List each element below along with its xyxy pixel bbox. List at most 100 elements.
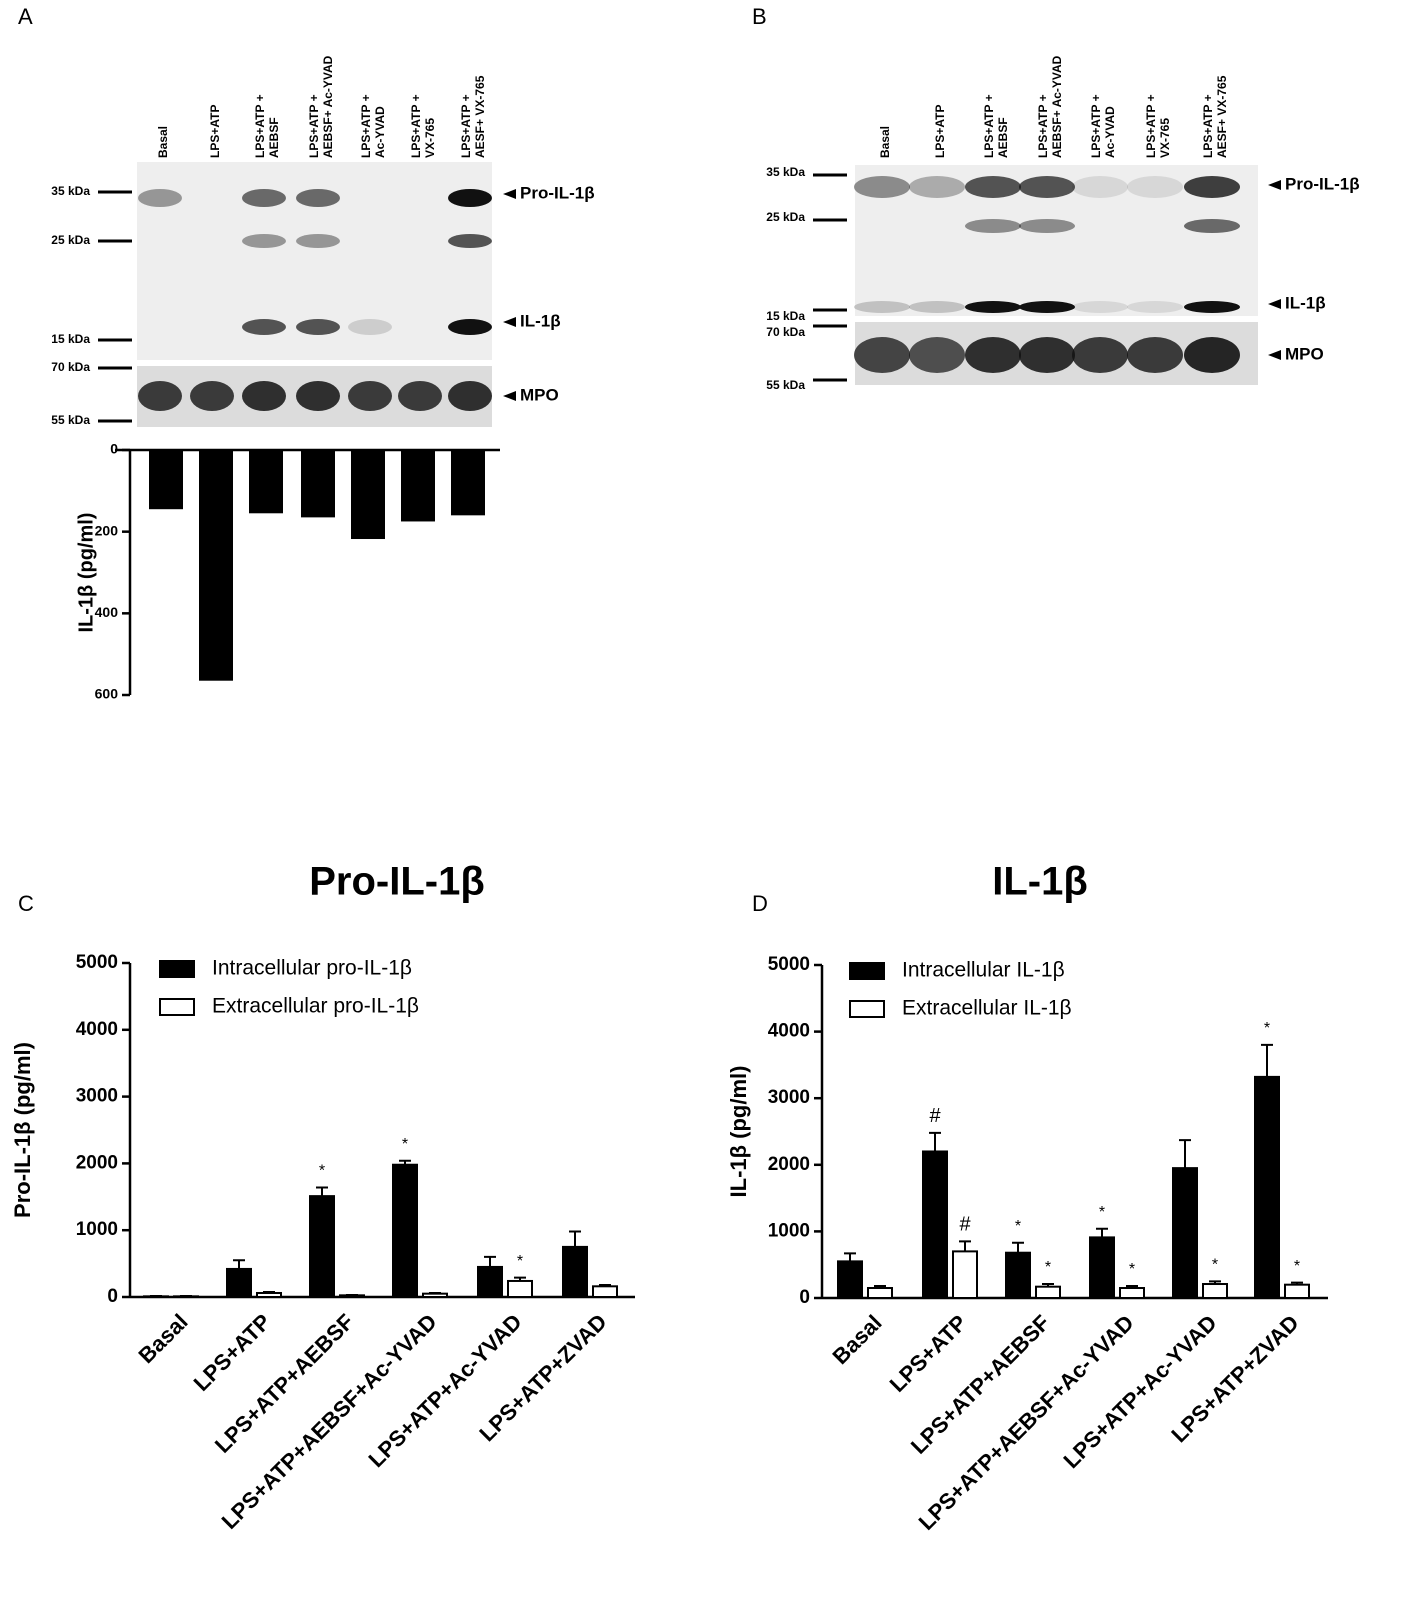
legend-label: Intracellular pro-IL-1β: [212, 957, 412, 980]
error-bar: [316, 1186, 328, 1197]
lane-label: AEBSF: [267, 117, 281, 158]
legend-label: Intracellular IL-1β: [902, 959, 1065, 982]
bar: [477, 1265, 503, 1298]
blot-band: [1019, 176, 1075, 198]
significance-mark: #: [959, 1214, 971, 1236]
significance-mark: #: [929, 1105, 941, 1127]
blot-band: [296, 234, 340, 248]
blot-band: [448, 381, 492, 411]
band-label: IL-1β: [520, 311, 561, 330]
lane-label: LPS+ATP +: [307, 94, 321, 158]
y-tick-label: 1000: [768, 1220, 810, 1241]
blot-band: [190, 381, 234, 411]
blot-band: [1184, 301, 1240, 313]
bar: [1202, 1283, 1228, 1300]
y-tick-label: 0: [799, 1287, 810, 1308]
blot-band: [965, 337, 1021, 373]
lane-label: LPS+ATP: [933, 105, 947, 158]
error-bar: [1261, 1043, 1273, 1077]
bar: [1005, 1251, 1031, 1300]
x-tick-label: LPS+ATP: [885, 1310, 972, 1397]
bar: [922, 1150, 948, 1299]
y-tick-label: 1000: [76, 1219, 118, 1240]
lane-label: LPS+ATP +: [1089, 94, 1103, 158]
bar: [199, 450, 233, 681]
significance-mark: *: [1129, 1261, 1135, 1278]
band-label: Pro-IL-1β: [520, 183, 595, 202]
bar: [149, 450, 183, 510]
significance-mark: *: [517, 1253, 523, 1270]
band-label: Pro-IL-1β: [1285, 174, 1360, 193]
lane-label: AEBSF+ Ac-YVAD: [1050, 55, 1064, 158]
marker-label: 55 kDa: [766, 378, 805, 392]
legend-swatch: [159, 960, 195, 978]
bar: [592, 1285, 618, 1299]
lane-label: LPS+ATP +: [253, 94, 267, 158]
lane-label: LPS+ATP +: [1201, 94, 1215, 158]
error-bar: [484, 1255, 496, 1267]
x-tick-label: Basal: [827, 1310, 886, 1369]
error-bar: [399, 1159, 411, 1165]
bar: [301, 450, 335, 518]
marker-label: 55 kDa: [51, 413, 90, 427]
bar: [422, 1292, 448, 1299]
legend-label: Extracellular IL-1β: [902, 997, 1072, 1020]
y-tick-label: 4000: [768, 1021, 810, 1042]
y-tick-label: 400: [95, 604, 119, 620]
x-tick-label: LPS+ATP+AEBSF: [210, 1309, 359, 1458]
blot-band: [448, 189, 492, 207]
y-tick-label: 2000: [76, 1152, 118, 1173]
band-label: MPO: [1285, 344, 1324, 363]
significance-mark: *: [319, 1163, 325, 1180]
blot-band: [1019, 337, 1075, 373]
significance-mark: *: [402, 1136, 408, 1153]
error-bar: [929, 1131, 941, 1152]
legend-swatch: [849, 1000, 885, 1018]
blot-band: [296, 319, 340, 335]
marker-label: 70 kDa: [766, 325, 805, 339]
lane-label: LPS+ATP +: [982, 94, 996, 158]
error-bar: [233, 1259, 245, 1269]
bar: [1284, 1283, 1310, 1300]
blot-band: [965, 219, 1021, 233]
band-label: MPO: [520, 385, 559, 404]
legend-label: Extracellular pro-IL-1β: [212, 995, 419, 1018]
bar: [1035, 1285, 1061, 1299]
lane-label: LPS+ATP +: [1144, 94, 1158, 158]
error-bar: [1209, 1280, 1221, 1285]
blot-band: [909, 176, 965, 198]
blot-band: [242, 381, 286, 411]
blot-band: [348, 319, 392, 335]
blot-band: [1127, 176, 1183, 198]
bar: [392, 1163, 418, 1298]
blot-band: [854, 337, 910, 373]
y-tick-label: 5000: [76, 952, 118, 973]
bar: [952, 1250, 978, 1300]
error-bar: [429, 1291, 441, 1294]
blot-band: [348, 381, 392, 411]
chart-title: IL-1β: [992, 860, 1088, 904]
x-tick-label: Basal: [133, 1309, 192, 1368]
blot-band: [296, 381, 340, 411]
blot-band: [1127, 301, 1183, 313]
bar: [507, 1279, 533, 1299]
lane-label: LPS+ATP +: [459, 94, 473, 158]
bar: [256, 1291, 282, 1298]
blot-band: [1184, 219, 1240, 233]
lane-label: Basal: [156, 126, 170, 158]
bar: [837, 1260, 863, 1299]
blot-band: [1184, 337, 1240, 373]
blot-band: [965, 301, 1021, 313]
lane-label: AEBSF: [996, 117, 1010, 158]
band-arrow: [503, 391, 516, 401]
blot-band: [909, 301, 965, 313]
lane-label: AESF+ VX-765: [1215, 75, 1229, 158]
chart-title: Pro-IL-1β: [309, 860, 485, 904]
bar: [401, 450, 435, 522]
error-bar: [599, 1283, 611, 1287]
error-bar: [1012, 1241, 1024, 1253]
blot-band: [1127, 337, 1183, 373]
blot-band: [965, 176, 1021, 198]
error-bar: [1291, 1281, 1303, 1285]
